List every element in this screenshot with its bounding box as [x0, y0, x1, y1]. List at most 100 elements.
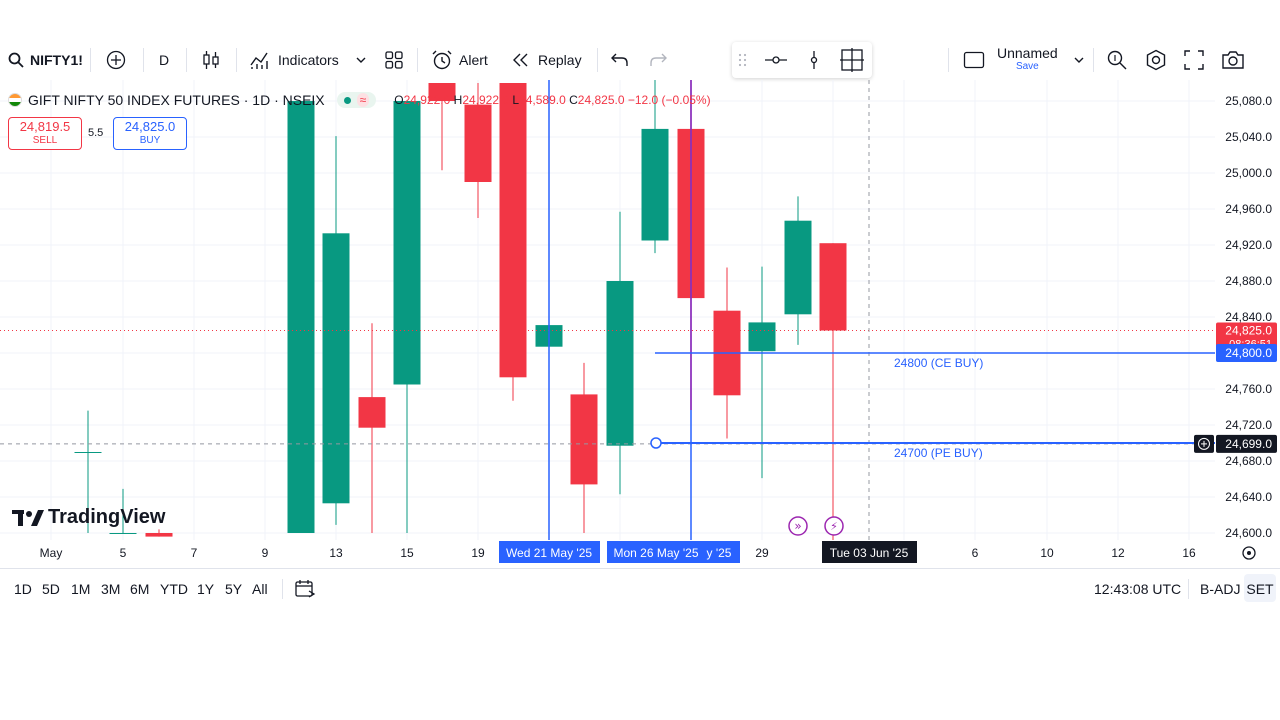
time-tick-label: 6	[972, 546, 979, 560]
settlement-toggle[interactable]: SET	[1244, 574, 1276, 602]
last-price-badge	[1216, 322, 1277, 351]
chart-legend: GIFT NIFTY 50 INDEX FUTURES · 1D · NSEIX…	[8, 92, 711, 108]
dividend-marker-glyph: ⚡	[830, 520, 838, 533]
date-badge-1	[499, 541, 600, 563]
toolbar-divider	[143, 48, 144, 72]
fullscreen-button[interactable]	[1184, 40, 1204, 80]
horizontal-line-icon[interactable]	[764, 53, 788, 67]
market-open-dot	[343, 96, 351, 104]
range-1d[interactable]: 1D	[14, 581, 32, 597]
bottom-divider	[282, 579, 283, 599]
utc-clock[interactable]: 12:43:08 UTC	[1094, 581, 1182, 597]
toolbar-divider	[90, 48, 91, 72]
settings-button[interactable]	[1145, 40, 1167, 80]
undo-button[interactable]	[611, 40, 629, 80]
event-marker-icon	[788, 516, 808, 536]
indicators-button[interactable]: Indicators	[250, 40, 339, 80]
layout-button[interactable]: Unnamed Save	[963, 40, 1084, 80]
price-tick-label: 24,960.0	[1225, 202, 1272, 216]
market-status-badge[interactable]: ≈	[336, 92, 377, 108]
tradingview-logo[interactable]: TradingView	[12, 506, 165, 529]
time-tick-label: May	[40, 546, 63, 560]
range-ytd[interactable]: YTD	[160, 581, 188, 597]
range-6m[interactable]: 6M	[130, 581, 150, 597]
crosshair-date-badge	[822, 541, 917, 563]
candle-body	[606, 281, 634, 446]
replay-label: Replay	[538, 52, 582, 68]
layout-name: Unnamed Save	[997, 46, 1058, 74]
candle-body	[570, 394, 598, 485]
spread-value: 5.5	[88, 127, 104, 139]
price-chart[interactable]: 24800 (CE BUY)24700 (PE BUY)» ⚡ 25,080.02…	[0, 80, 1280, 568]
camera-icon	[1222, 51, 1244, 69]
templates-button[interactable]	[385, 40, 403, 80]
time-tick-label: 9	[262, 546, 269, 560]
alert-button[interactable]: Alert	[431, 40, 488, 80]
toolbar-divider	[236, 48, 237, 72]
tradingview-logo-icon	[12, 509, 44, 526]
buy-button[interactable]: 24,825.0 BUY	[113, 117, 187, 150]
time-tick-label: 10	[1040, 546, 1054, 560]
time-tick-label: 29	[755, 546, 769, 560]
price-tick-label: 24,640.0	[1225, 490, 1272, 504]
time-tick-label: 19	[471, 546, 485, 560]
candle-body	[748, 322, 776, 352]
go-to-date-icon[interactable]	[294, 578, 316, 600]
pe-buy-label: 24700 (PE BUY)	[894, 446, 983, 460]
range-1m[interactable]: 1M	[71, 581, 91, 597]
layout-save-text: Save	[1015, 61, 1039, 72]
vertical-line-icon[interactable]	[808, 50, 820, 70]
replay-button[interactable]: Replay	[512, 40, 582, 80]
floating-drawing-toolbar	[732, 42, 872, 78]
indicators-icon	[250, 52, 268, 69]
chart-type-button[interactable]	[202, 40, 220, 80]
symbol-title[interactable]: GIFT NIFTY 50 INDEX FUTURES · 1D · NSEIX	[28, 92, 325, 108]
range-5y[interactable]: 5Y	[225, 581, 243, 597]
range-5d[interactable]: 5D	[42, 581, 60, 597]
ce-price-badge	[1216, 344, 1277, 362]
gear-icon	[1146, 49, 1166, 71]
interval-button[interactable]: D	[159, 40, 169, 80]
interval-label: D	[159, 52, 170, 68]
time-tick-label: 15	[400, 546, 414, 560]
top-toolbar: NIFTY1! D Indicators Alert Replay	[0, 40, 1280, 114]
last-price-label: 24,825.0	[1225, 324, 1272, 338]
indicators-dropdown[interactable]	[356, 40, 366, 80]
drag-handle-icon[interactable]	[738, 53, 748, 67]
chevron-down-icon	[1074, 57, 1084, 63]
candles	[74, 80, 847, 543]
tradingview-logo-text: TradingView	[48, 506, 166, 528]
range-3m[interactable]: 3M	[101, 581, 121, 597]
toolbar-divider	[417, 48, 418, 72]
range-1y[interactable]: 1Y	[197, 581, 215, 597]
low-value: 24,589.0	[519, 93, 566, 107]
toolbar-divider	[1093, 48, 1094, 72]
sell-button[interactable]: 24,819.5 SELL	[8, 117, 82, 150]
time-tick-label: 7	[191, 546, 198, 560]
symbol-search-button[interactable]: NIFTY1!	[8, 40, 83, 80]
time-tick-label: 5	[120, 546, 127, 560]
redo-button[interactable]	[649, 40, 667, 80]
candle-body	[74, 452, 102, 453]
back-adjust-toggle[interactable]: B-ADJ	[1200, 581, 1241, 597]
axes: 25,080.0 25,040.0 25,000.0 24,960.0 24,920.0…	[0, 80, 1280, 568]
compare-symbol-button[interactable]	[106, 40, 126, 80]
open-value: 24,922.0	[403, 93, 451, 107]
zoom-search-icon	[1107, 50, 1127, 70]
ce-buy-label: 24800 (CE BUY)	[894, 356, 983, 370]
range-all[interactable]: All	[252, 581, 268, 597]
drawings: 24800 (CE BUY) 24700 (PE BUY) » ⚡	[0, 80, 1215, 540]
quick-search-button[interactable]	[1106, 40, 1128, 80]
layout-name-text: Unnamed	[997, 45, 1058, 61]
cross-line-icon[interactable]	[840, 48, 864, 72]
bottom-divider	[1188, 579, 1189, 599]
rewind-icon	[513, 53, 528, 67]
dividend-marker-icon	[824, 516, 844, 536]
screenshot-button[interactable]	[1221, 40, 1245, 80]
alarm-clock-icon	[432, 50, 452, 70]
crosshair-price-badge	[1216, 434, 1277, 453]
candle-body	[287, 101, 315, 533]
chart-pane[interactable]: 24800 (CE BUY) 24700 (PE BUY)» ⚡ 25,080.0 2…	[0, 80, 1280, 568]
crosshair-date-label: Tue 03 Jun '25	[830, 546, 909, 560]
